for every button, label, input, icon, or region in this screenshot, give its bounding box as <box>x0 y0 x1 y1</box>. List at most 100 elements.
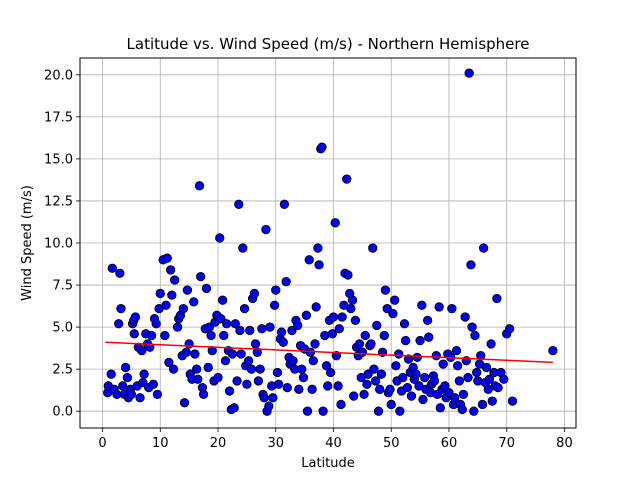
data-point <box>399 319 410 329</box>
x-tick-label: 50 <box>383 436 400 451</box>
data-point <box>422 315 433 326</box>
data-point <box>135 393 145 403</box>
data-point <box>369 364 379 374</box>
data-point <box>249 288 260 299</box>
data-point <box>164 357 174 368</box>
data-point <box>236 349 246 359</box>
data-point <box>213 372 223 383</box>
data-point <box>107 263 117 273</box>
data-point <box>220 356 231 366</box>
y-tick-label: 17.5 <box>44 110 73 125</box>
data-point <box>313 243 323 253</box>
data-point <box>255 364 265 374</box>
data-point <box>217 295 228 305</box>
data-point <box>146 330 157 341</box>
data-point <box>301 310 311 320</box>
data-point <box>350 315 361 326</box>
data-point <box>320 330 330 341</box>
data-point <box>178 303 189 314</box>
data-point <box>458 389 469 400</box>
x-tick-label: 60 <box>441 436 458 451</box>
data-point <box>160 330 170 341</box>
data-point <box>487 396 497 406</box>
data-point <box>406 391 417 401</box>
data-point <box>273 379 284 389</box>
data-point <box>334 324 344 334</box>
data-point <box>219 330 229 341</box>
data-point <box>438 359 448 369</box>
data-point <box>106 369 116 379</box>
data-point <box>229 403 239 413</box>
data-point <box>420 372 430 383</box>
data-point <box>259 393 269 403</box>
x-axis-label: Latitude <box>301 456 355 471</box>
data-point <box>287 325 297 336</box>
data-point <box>261 224 271 235</box>
data-point <box>473 376 483 386</box>
data-point <box>203 362 213 373</box>
chart-title: Latitude vs. Wind Speed (m/s) - Northern… <box>127 35 530 53</box>
y-tick-label: 7.5 <box>52 279 73 294</box>
data-point <box>250 339 261 349</box>
data-point <box>372 320 382 331</box>
data-point <box>470 330 480 341</box>
y-axis-label: Wind Speed (m/s) <box>20 185 35 301</box>
data-point <box>321 361 332 371</box>
data-point <box>272 367 283 378</box>
data-point <box>431 351 441 361</box>
data-point <box>235 325 245 336</box>
data-point <box>347 295 358 305</box>
data-point <box>382 303 392 314</box>
data-point <box>167 290 177 300</box>
data-point <box>548 345 558 356</box>
data-point <box>172 322 183 332</box>
x-tick-label: 70 <box>498 436 515 451</box>
data-point <box>293 320 303 331</box>
data-point <box>346 303 356 314</box>
data-point <box>472 367 482 378</box>
data-point <box>478 243 489 253</box>
data-points <box>103 68 558 416</box>
data-point <box>302 406 313 416</box>
data-point <box>434 302 444 312</box>
data-point <box>444 388 454 398</box>
data-point <box>401 335 411 346</box>
data-point <box>390 295 400 305</box>
data-point <box>264 401 274 411</box>
data-point <box>464 68 474 78</box>
data-point <box>484 374 495 384</box>
data-point <box>304 255 314 265</box>
data-point <box>191 364 202 374</box>
data-point <box>230 319 240 329</box>
data-point <box>179 398 190 408</box>
data-point <box>391 361 401 371</box>
data-point <box>328 312 339 322</box>
x-tick-label: 20 <box>210 436 227 451</box>
data-point <box>129 329 139 339</box>
data-point <box>398 372 408 383</box>
data-point <box>375 384 385 394</box>
data-point <box>402 382 413 393</box>
data-point <box>314 260 324 270</box>
data-point <box>460 312 470 322</box>
data-point <box>245 325 255 336</box>
data-point <box>504 324 515 334</box>
data-point <box>492 293 502 304</box>
data-point <box>323 381 333 391</box>
data-point <box>288 356 298 366</box>
data-point <box>380 285 391 295</box>
data-point <box>232 376 242 386</box>
data-point <box>451 345 462 356</box>
data-point <box>279 199 290 209</box>
data-point <box>363 369 373 379</box>
data-point <box>281 277 291 287</box>
data-point <box>181 347 191 357</box>
data-point <box>357 347 368 357</box>
data-point <box>429 376 440 386</box>
y-tick-label: 5.0 <box>52 321 73 336</box>
data-point <box>268 393 278 403</box>
x-tick-label: 30 <box>267 436 284 451</box>
data-point <box>359 389 369 400</box>
data-point <box>379 330 389 341</box>
